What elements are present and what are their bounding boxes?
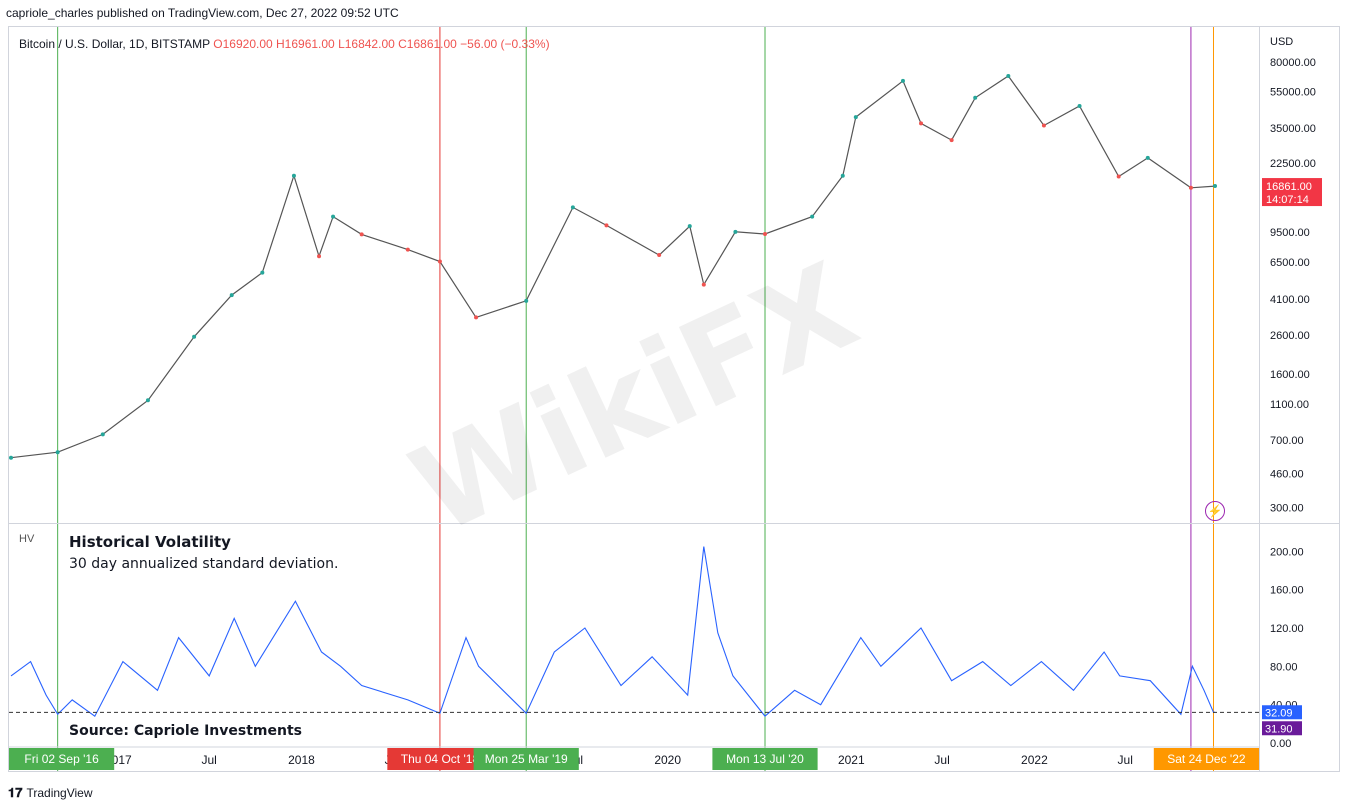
x-tick-label: 2022 [1021,753,1048,767]
price-point [733,229,738,234]
price-point [570,205,575,210]
price-point [145,398,150,403]
price-point [9,455,13,460]
price-point [657,253,662,258]
price-tick-label: 80000.00 [1270,57,1316,69]
hv-tick-label: 200.00 [1270,546,1304,558]
last-price-label: 16861.00 [1266,181,1312,193]
price-tick-label: 4100.00 [1270,294,1310,306]
symbol-legend: Bitcoin / U.S. Dollar, 1D, BITSTAMP O169… [19,37,550,51]
event-label: Fri 02 Sep '16 [24,752,99,766]
price-point [1006,73,1011,78]
price-point [359,232,364,237]
axis-svg: USD 80000.00 55000.00 35000.00 22500.00 9500.… [1262,36,1322,750]
price-point [701,282,706,287]
event-label-bg [387,748,493,770]
event-label: Mon 13 Jul '20 [726,752,804,766]
event-label: Sat 24 Dec '22 [1167,752,1246,766]
price-point [405,247,410,252]
source-label: Source: Capriole Investments [69,723,302,739]
last-hv-label: 32.09 [1265,707,1293,719]
threshold-label: 31.90 [1265,723,1293,735]
price-tick-label: 300.00 [1270,502,1304,514]
price-point [853,115,858,120]
price-point [1041,123,1046,128]
hv-pane-tag: HV [19,533,35,545]
price-tick-label: 460.00 [1270,468,1304,480]
last-hv-badge [1262,705,1302,720]
last-price-badge [1262,178,1322,207]
price-point [524,298,529,303]
footer-brand: TradingView [26,786,93,800]
price-tick-label: 700.00 [1270,435,1304,447]
x-tick-label: 2021 [838,753,865,767]
hv-subtitle: 30 day annualized standard deviation. [69,556,339,572]
price-point [604,223,609,228]
price-point [291,173,296,178]
price-tick-label: 35000.00 [1270,123,1316,135]
price-point [973,95,978,100]
price-tick-label: 6500.00 [1270,257,1310,269]
hv-tick-label: 160.00 [1270,585,1304,597]
hv-title: Historical Volatility [69,533,231,551]
plot-area[interactable]: 2017Jul2018Jul2019Jul20202021Jul2022JulF… [9,27,1259,771]
lightning-icon[interactable]: ⚡ [1205,501,1225,521]
price-point [55,450,60,455]
chart-svg: 2017Jul2018Jul2019Jul20202021Jul2022JulF… [9,27,1259,771]
price-tick-label: 9500.00 [1270,227,1310,239]
price-point [1116,174,1121,179]
event-label-bg [712,748,818,770]
price-point [317,254,322,259]
price-point [229,293,234,298]
price-tick-label: 55000.00 [1270,87,1316,99]
x-tick-label: 2018 [288,753,315,767]
price-axis[interactable]: USD 80000.00 55000.00 35000.00 22500.00 9500.… [1259,27,1340,771]
event-label: Thu 04 Oct '18 [401,752,480,766]
footer: 𝟏𝟕 TradingView [8,785,93,801]
hv-series-line [10,546,1215,718]
event-label-bg [1153,748,1259,770]
symbol-name: Bitcoin / U.S. Dollar, 1D, BITSTAMP [19,37,210,51]
hv-tick-label: 120.00 [1270,623,1304,635]
price-point [687,224,692,229]
x-tick-label: Jul [201,753,216,767]
price-series-line [10,75,1216,459]
hv-tick-label: 0.00 [1270,738,1291,750]
price-point [100,432,105,437]
event-label-bg [473,748,579,770]
price-point [1077,103,1082,108]
countdown-label: 14:07:14 [1266,194,1309,206]
event-label: Mon 25 Mar '19 [485,752,568,766]
price-tick-label: 22500.00 [1270,158,1316,170]
price-point [437,259,442,264]
publisher-line: capriole_charles published on TradingVie… [6,6,399,20]
tradingview-logo-icon: 𝟏𝟕 [8,785,23,800]
price-point [810,214,815,219]
chart-frame: 2017Jul2018Jul2019Jul20202021Jul2022JulF… [8,26,1340,772]
price-tick-label: 2600.00 [1270,330,1310,342]
axis-currency: USD [1270,36,1293,48]
threshold-badge [1262,721,1302,736]
price-point [919,121,924,126]
price-point [331,214,336,219]
x-tick-label: Jul [1118,753,1133,767]
event-label-bg [9,748,115,770]
price-point [474,315,479,320]
price-point [763,231,768,236]
price-point [840,173,845,178]
price-tick-label: 1600.00 [1270,369,1310,381]
ohlc-values: O16920.00 H16961.00 L16842.00 C16861.00 … [213,37,550,51]
price-point [260,270,265,275]
price-point [192,334,197,339]
price-tick-label: 1100.00 [1270,399,1309,411]
x-tick-label: Jul [934,753,949,767]
pane-divider[interactable] [9,523,1339,524]
price-point [1213,184,1217,189]
price-point [900,78,905,83]
x-tick-label: 2020 [654,753,681,767]
price-point [1188,185,1193,190]
price-point [1145,155,1150,160]
hv-tick-label: 80.00 [1270,661,1298,673]
price-point [949,138,954,143]
